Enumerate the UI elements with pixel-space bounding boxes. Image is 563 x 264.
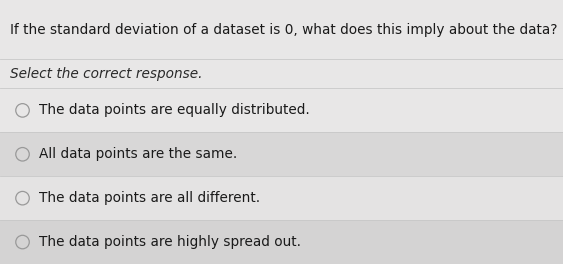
Text: The data points are equally distributed.: The data points are equally distributed. [39, 103, 310, 117]
FancyBboxPatch shape [0, 88, 563, 132]
FancyBboxPatch shape [0, 132, 563, 176]
Text: If the standard deviation of a dataset is 0, what does this imply about the data: If the standard deviation of a dataset i… [10, 23, 557, 37]
Text: All data points are the same.: All data points are the same. [39, 147, 238, 161]
Text: The data points are all different.: The data points are all different. [39, 191, 261, 205]
FancyBboxPatch shape [0, 0, 563, 59]
Text: The data points are highly spread out.: The data points are highly spread out. [39, 235, 301, 249]
FancyBboxPatch shape [0, 220, 563, 264]
FancyBboxPatch shape [0, 59, 563, 88]
FancyBboxPatch shape [0, 176, 563, 220]
Text: Select the correct response.: Select the correct response. [10, 67, 203, 81]
